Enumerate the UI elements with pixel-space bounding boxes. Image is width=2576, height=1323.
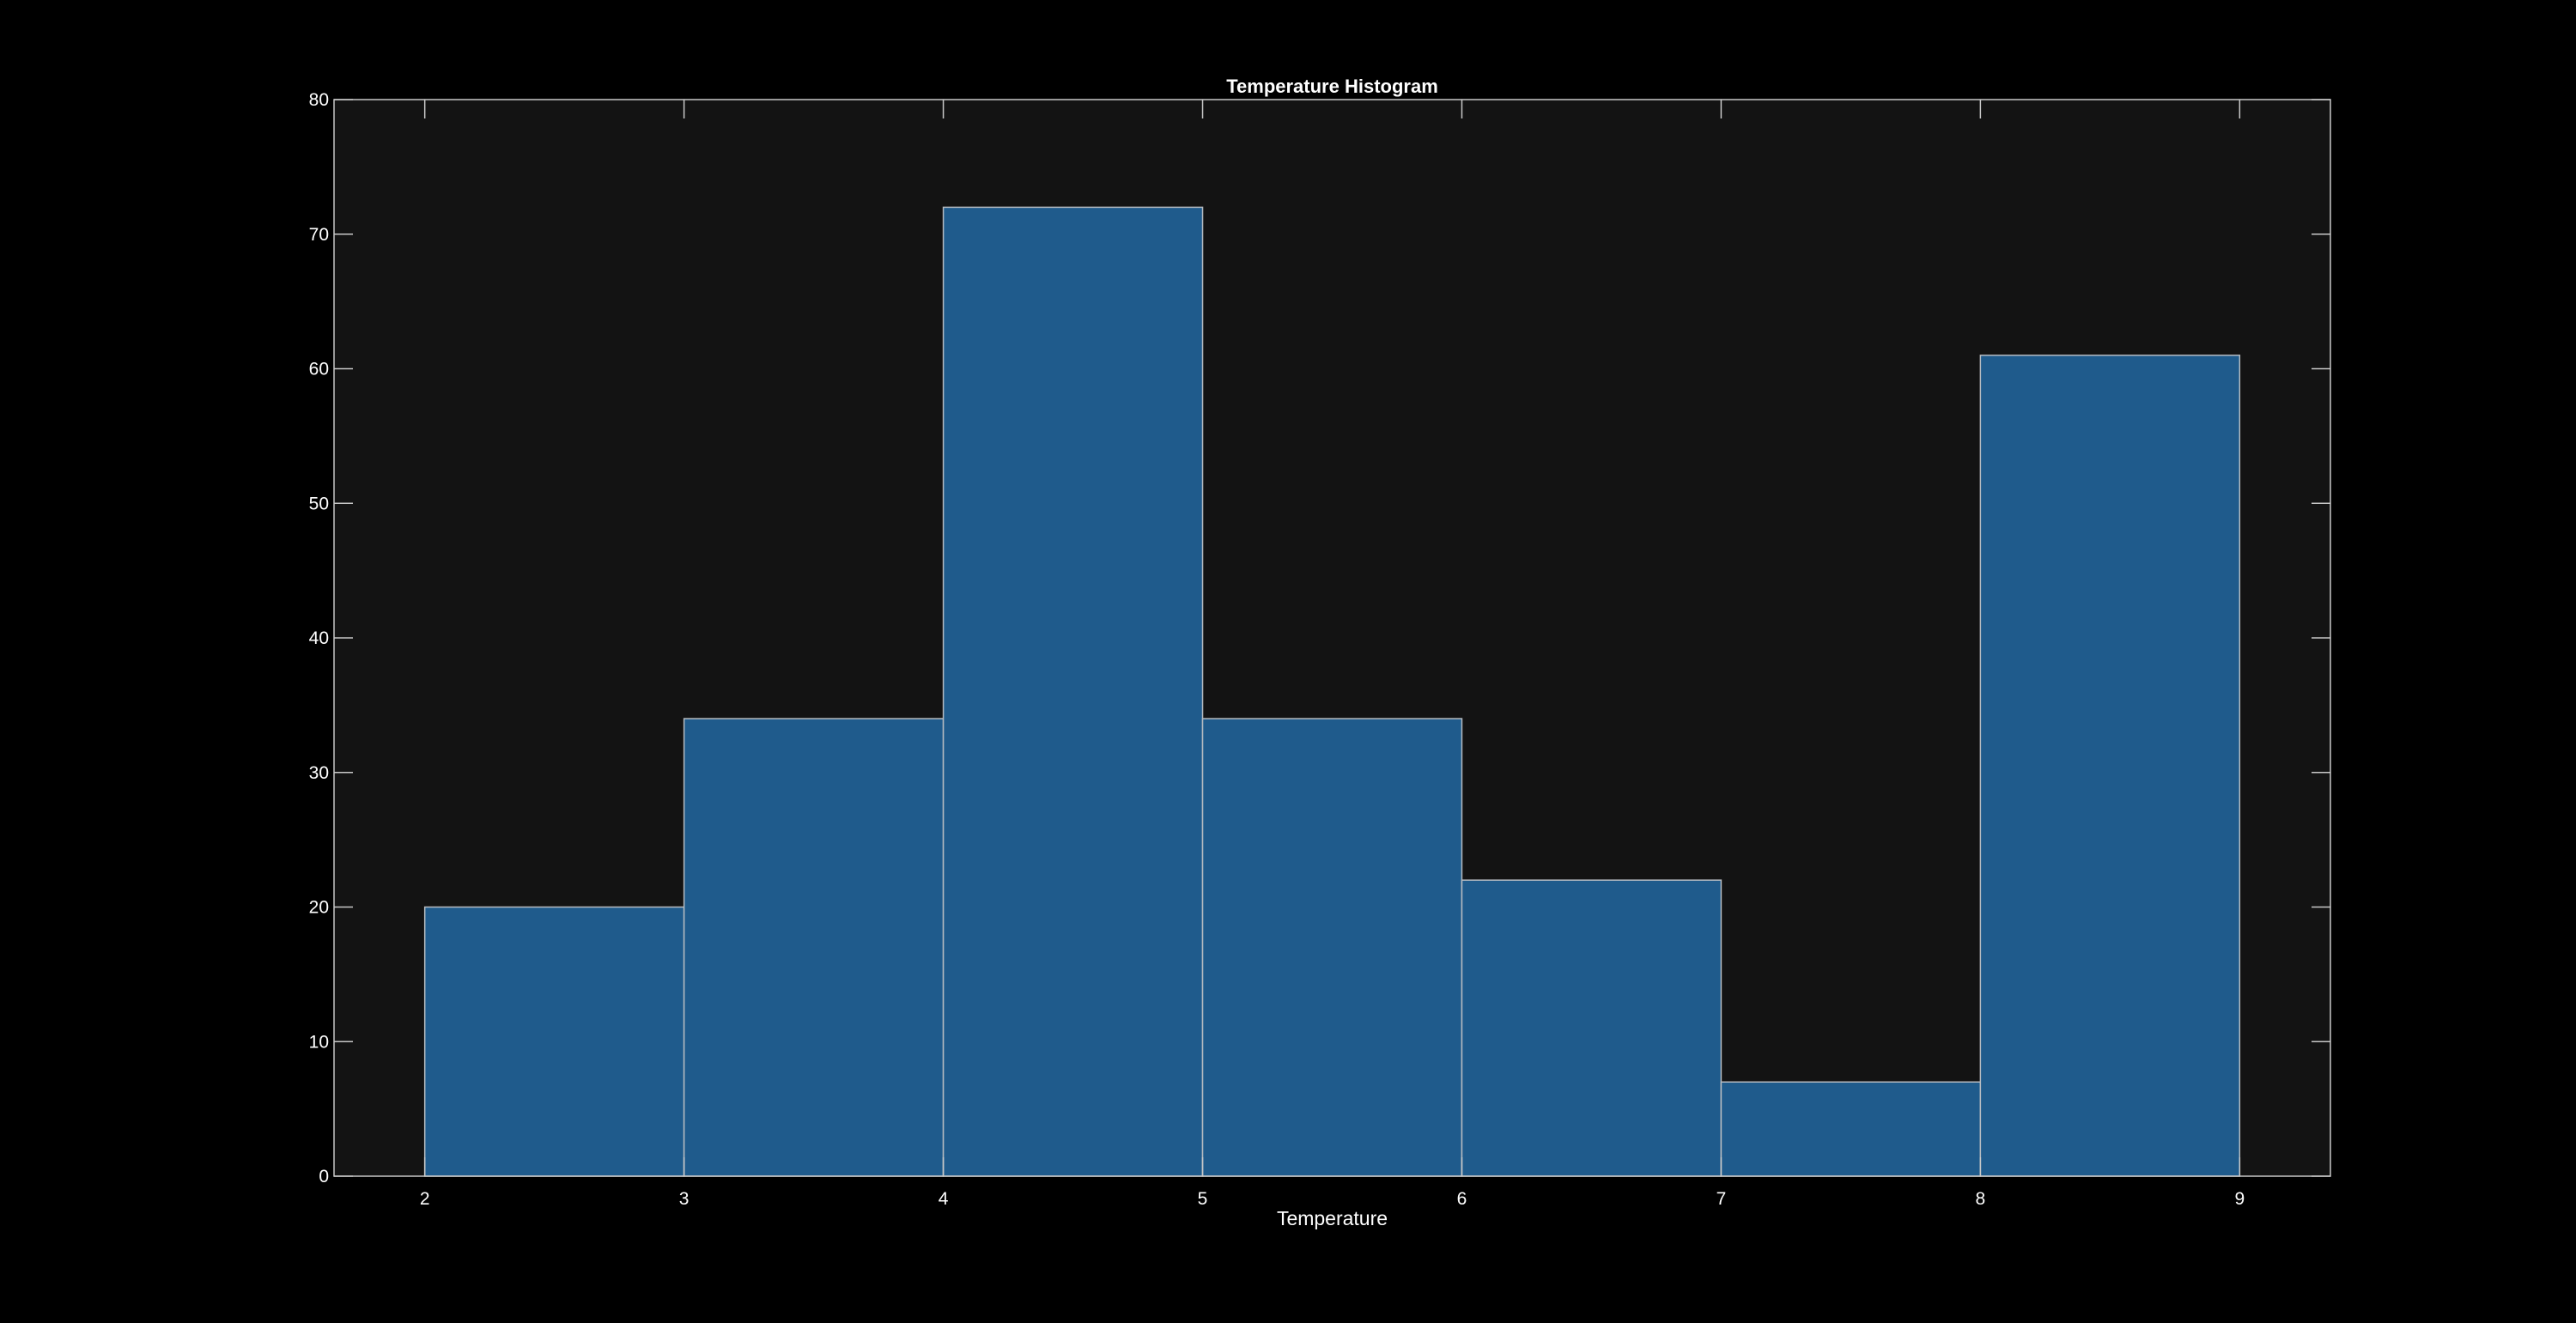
x-axis-label: Temperature	[1277, 1207, 1388, 1229]
histogram-bar	[1720, 1081, 1982, 1177]
x-tick-label: 3	[679, 1189, 690, 1209]
x-tick-label: 4	[939, 1189, 949, 1209]
y-tick-label: 60	[309, 360, 329, 379]
y-tick-label: 0	[319, 1167, 329, 1186]
y-tick-label: 40	[309, 628, 329, 648]
y-tick-label: 20	[309, 898, 329, 918]
y-tick-label: 30	[309, 763, 329, 783]
histogram-bar	[1201, 718, 1463, 1177]
y-tick-label: 70	[309, 225, 329, 245]
x-tick-label: 2	[420, 1189, 430, 1209]
y-tick-label: 50	[309, 494, 329, 513]
y-tick-label: 10	[309, 1032, 329, 1052]
histogram-bar	[942, 206, 1204, 1177]
histogram-bar	[683, 718, 945, 1177]
tick-labels-group: 2 3 4 5 6 7 8 9 0 10 20 30 40 50 60 70 80	[309, 90, 2245, 1209]
x-tick-label: 6	[1457, 1189, 1467, 1209]
x-tick-label: 9	[2234, 1189, 2245, 1209]
histogram-bar	[1461, 879, 1722, 1177]
y-tick-label: 80	[309, 90, 329, 110]
chart-title: Temperature Histogram	[1226, 76, 1438, 97]
x-tick-label: 5	[1198, 1189, 1208, 1209]
axes-box	[333, 99, 2331, 1177]
histogram-bar	[1979, 355, 2241, 1177]
bars-group	[423, 206, 2241, 1177]
histogram-bar	[423, 906, 685, 1177]
x-tick-label: 8	[1976, 1189, 1986, 1209]
x-tick-label: 7	[1716, 1189, 1727, 1209]
